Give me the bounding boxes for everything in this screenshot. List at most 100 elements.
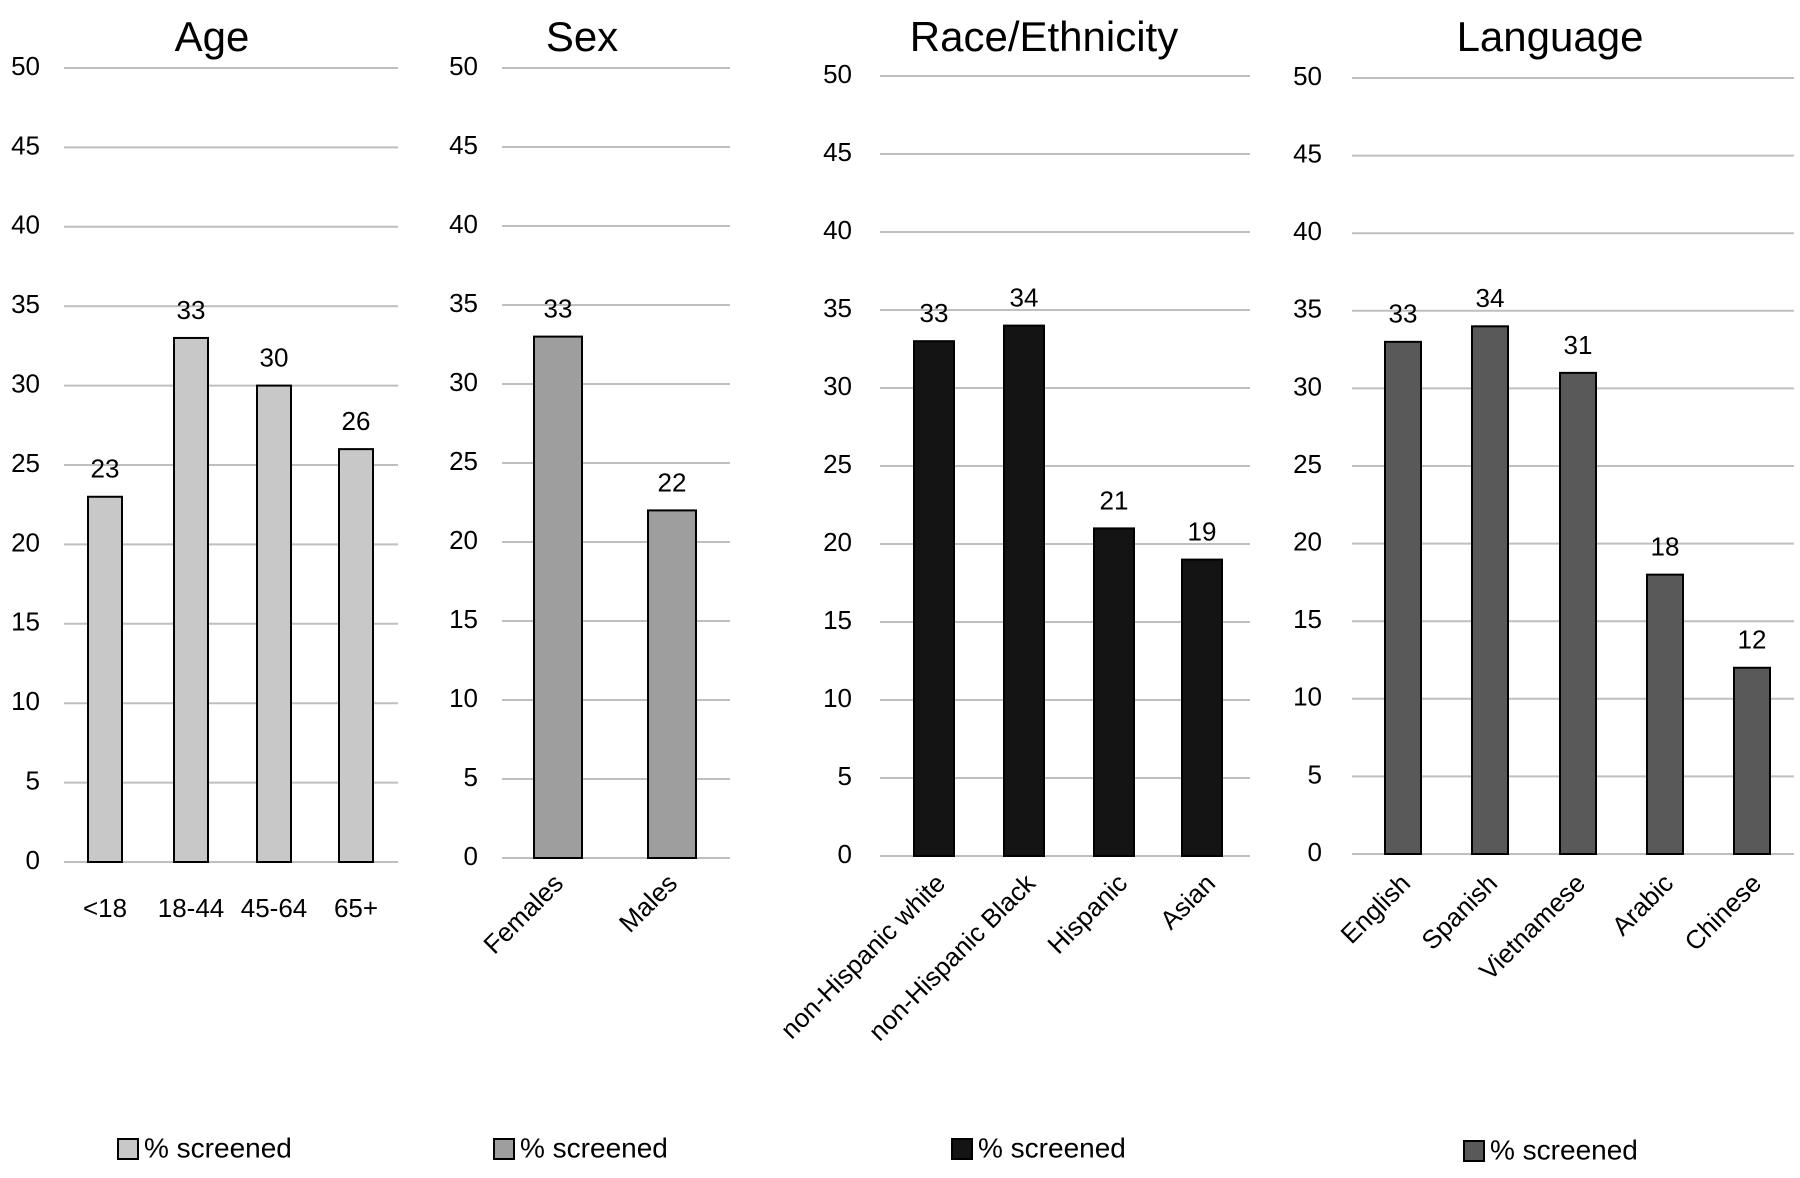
legend: % screened bbox=[493, 1132, 668, 1163]
x-tick-label: English bbox=[1335, 868, 1417, 950]
y-tick-label: 30 bbox=[823, 371, 852, 401]
legend: % screened bbox=[117, 1132, 292, 1163]
y-tick-label: 35 bbox=[823, 293, 852, 323]
x-tick-label: Chinese bbox=[1678, 868, 1767, 957]
data-label: 23 bbox=[91, 454, 120, 484]
y-tick-label: 40 bbox=[1293, 216, 1322, 246]
data-label: 33 bbox=[177, 295, 206, 325]
x-tick-label: 18-44 bbox=[158, 893, 225, 923]
legend: % screened bbox=[951, 1132, 1126, 1163]
y-tick-label: 15 bbox=[823, 605, 852, 635]
data-label: 19 bbox=[1188, 516, 1217, 546]
panel-3: Language 0 5 10 15 20 25 30 35 40 45 50 33 English 34 S… bbox=[1293, 13, 1794, 1165]
legend-label: % screened bbox=[1490, 1134, 1638, 1165]
legend-label: % screened bbox=[978, 1132, 1126, 1163]
y-tick-label: 0 bbox=[464, 841, 478, 871]
y-tick-label: 10 bbox=[449, 683, 478, 713]
bar bbox=[1471, 325, 1509, 855]
x-tick-label: Males bbox=[613, 868, 683, 938]
y-tick-label: 10 bbox=[11, 686, 40, 716]
y-tick-label: 50 bbox=[1293, 61, 1322, 91]
y-tick-label: 45 bbox=[823, 137, 852, 167]
panel-1: Sex 0 5 10 15 20 25 30 35 40 45 50 33 Females 22 Males%… bbox=[449, 13, 730, 1163]
legend-label: % screened bbox=[520, 1132, 668, 1163]
y-tick-label: 20 bbox=[1293, 526, 1322, 556]
y-tick-label: 10 bbox=[823, 683, 852, 713]
y-tick-label: 20 bbox=[11, 527, 40, 557]
data-label: 22 bbox=[658, 467, 687, 497]
y-tick-label: 30 bbox=[1293, 371, 1322, 401]
x-tick-label: Asian bbox=[1154, 868, 1221, 935]
panel-title: Race/Ethnicity bbox=[910, 13, 1178, 60]
panel-title: Sex bbox=[546, 13, 618, 60]
y-tick-label: 25 bbox=[11, 448, 40, 478]
bar bbox=[87, 495, 123, 863]
y-tick-label: 45 bbox=[1293, 138, 1322, 168]
legend-swatch bbox=[951, 1138, 973, 1160]
data-label: 33 bbox=[544, 293, 573, 323]
x-tick-label: Arabic bbox=[1606, 868, 1679, 941]
panel-title: Language bbox=[1457, 13, 1644, 60]
legend-swatch bbox=[1463, 1140, 1485, 1162]
y-tick-label: 35 bbox=[1293, 294, 1322, 324]
y-tick-label: 50 bbox=[823, 59, 852, 89]
data-label: 31 bbox=[1564, 330, 1593, 360]
x-tick-label: non-Hispanic white bbox=[775, 868, 952, 1045]
x-tick-label: Females bbox=[477, 868, 569, 960]
y-tick-label: 45 bbox=[11, 130, 40, 160]
x-tick-label: 45-64 bbox=[241, 893, 308, 923]
y-tick-label: 30 bbox=[449, 367, 478, 397]
y-tick-label: 20 bbox=[449, 525, 478, 555]
bar bbox=[1384, 340, 1422, 855]
bar bbox=[1093, 527, 1135, 858]
y-tick-label: 35 bbox=[449, 288, 478, 318]
bar bbox=[533, 335, 583, 860]
bar bbox=[1733, 666, 1771, 856]
y-tick-label: 0 bbox=[26, 845, 40, 875]
y-tick-label: 15 bbox=[449, 604, 478, 634]
x-tick-label: Hispanic bbox=[1041, 868, 1133, 960]
y-tick-label: 35 bbox=[11, 289, 40, 319]
y-tick-label: 25 bbox=[823, 449, 852, 479]
y-tick-label: 0 bbox=[838, 839, 852, 869]
y-tick-label: 50 bbox=[11, 51, 40, 81]
bar bbox=[1646, 573, 1684, 855]
bar bbox=[913, 340, 955, 857]
x-tick-label: <18 bbox=[83, 893, 127, 923]
panel-title: Age bbox=[175, 13, 250, 60]
bar bbox=[647, 509, 697, 859]
bar bbox=[1559, 371, 1597, 855]
data-label: 12 bbox=[1738, 625, 1767, 655]
data-label: 34 bbox=[1476, 283, 1505, 313]
data-label: 26 bbox=[342, 406, 371, 436]
bar bbox=[173, 336, 209, 863]
y-tick-label: 15 bbox=[1293, 604, 1322, 634]
y-tick-label: 40 bbox=[823, 215, 852, 245]
y-tick-label: 5 bbox=[1308, 759, 1322, 789]
x-tick-label: 65+ bbox=[334, 893, 378, 923]
bar bbox=[1181, 558, 1223, 857]
legend-label: % screened bbox=[144, 1132, 292, 1163]
legend-swatch bbox=[117, 1138, 139, 1160]
y-tick-label: 20 bbox=[823, 527, 852, 557]
bar bbox=[256, 384, 292, 863]
data-label: 33 bbox=[1389, 299, 1418, 329]
legend: % screened bbox=[1463, 1134, 1638, 1165]
y-tick-label: 5 bbox=[838, 761, 852, 791]
y-tick-label: 45 bbox=[449, 130, 478, 160]
bar bbox=[338, 448, 374, 863]
data-label: 21 bbox=[1100, 485, 1129, 515]
y-tick-label: 40 bbox=[449, 209, 478, 239]
y-tick-label: 15 bbox=[11, 607, 40, 637]
data-label: 30 bbox=[260, 342, 289, 372]
y-tick-label: 10 bbox=[1293, 682, 1322, 712]
y-tick-label: 25 bbox=[449, 446, 478, 476]
data-label: 18 bbox=[1651, 532, 1680, 562]
x-tick-label: non-Hispanic Black bbox=[863, 867, 1042, 1046]
data-label: 34 bbox=[1010, 282, 1039, 312]
y-tick-label: 5 bbox=[26, 765, 40, 795]
panel-2: Race/Ethnicity 0 5 10 15 20 25 30 35 40 45 50 33 non-… bbox=[775, 13, 1250, 1163]
panel-0: Age 0 5 10 15 20 25 30 35 40 45 50 23 <18 33 18-44 30 45-… bbox=[11, 13, 398, 1163]
